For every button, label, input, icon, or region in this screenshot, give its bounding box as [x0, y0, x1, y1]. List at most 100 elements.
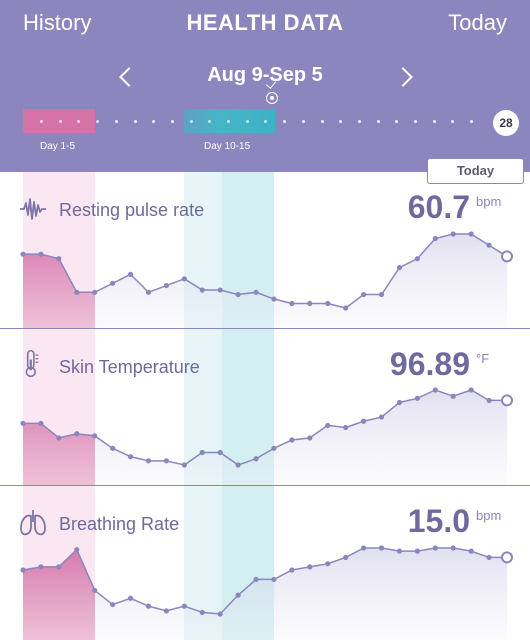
data-point[interactable]: [127, 454, 134, 460]
chart-area: [23, 548, 507, 640]
data-point[interactable]: [307, 564, 313, 570]
data-point[interactable]: [235, 291, 241, 298]
data-point[interactable]: [56, 564, 62, 570]
data-point[interactable]: [199, 287, 205, 293]
data-point[interactable]: [38, 251, 44, 257]
data-point[interactable]: [343, 424, 349, 431]
data-point[interactable]: [378, 291, 385, 298]
data-point[interactable]: [271, 576, 277, 583]
data-point[interactable]: [127, 595, 134, 601]
data-point[interactable]: [20, 567, 26, 573]
data-point[interactable]: [38, 420, 44, 426]
series-line: [23, 233, 508, 309]
data-point[interactable]: [432, 387, 438, 393]
data-point[interactable]: [145, 458, 152, 464]
data-point[interactable]: [199, 449, 205, 456]
data-point[interactable]: [110, 280, 116, 286]
timeline-dot: [40, 120, 43, 123]
resting-pulse-panel[interactable]: Resting pulse rate 60.7 bpm: [0, 172, 530, 329]
period-area: [23, 423, 95, 485]
latest-data-point[interactable]: [501, 394, 513, 407]
data-point[interactable]: [486, 397, 492, 404]
data-point[interactable]: [38, 564, 44, 570]
data-point[interactable]: [145, 603, 152, 609]
data-point[interactable]: [253, 456, 259, 462]
data-point[interactable]: [20, 251, 26, 257]
data-point[interactable]: [307, 435, 313, 441]
data-point[interactable]: [450, 231, 456, 237]
data-point[interactable]: [378, 414, 385, 420]
today-tab[interactable]: Today: [427, 158, 524, 184]
skin-temperature-panel[interactable]: Skin Temperature 96.89 °F: [0, 329, 530, 486]
timeline-dot: [227, 120, 230, 123]
data-point[interactable]: [217, 287, 223, 293]
latest-data-point[interactable]: [501, 250, 513, 263]
data-point[interactable]: [271, 445, 277, 451]
data-point[interactable]: [253, 289, 259, 295]
latest-data-point[interactable]: [501, 551, 513, 564]
data-point[interactable]: [110, 601, 116, 608]
timeline-dot: [152, 120, 156, 123]
data-point[interactable]: [110, 445, 116, 451]
panel-divider: [0, 328, 530, 329]
data-point[interactable]: [343, 554, 349, 561]
data-point[interactable]: [74, 546, 80, 553]
data-point[interactable]: [163, 608, 170, 614]
data-point[interactable]: [325, 422, 331, 429]
data-point[interactable]: [325, 300, 331, 307]
breathing-rate-panel[interactable]: Breathing Rate 15.0 bpm: [0, 486, 530, 640]
data-point[interactable]: [56, 256, 62, 262]
data-point[interactable]: [486, 242, 492, 248]
data-point[interactable]: [181, 603, 187, 609]
data-point[interactable]: [74, 431, 80, 437]
data-point[interactable]: [325, 561, 331, 567]
data-point[interactable]: [217, 611, 223, 617]
data-point[interactable]: [396, 265, 403, 271]
data-point[interactable]: [235, 462, 241, 468]
data-point[interactable]: [414, 548, 420, 554]
cycle-timeline[interactable]: Day 1-5 Day 10-15 28: [0, 100, 530, 160]
data-point[interactable]: [289, 567, 295, 573]
data-point[interactable]: [360, 291, 367, 298]
data-point[interactable]: [235, 592, 241, 598]
data-point[interactable]: [92, 433, 98, 439]
data-point[interactable]: [163, 282, 170, 289]
history-link[interactable]: History: [23, 10, 92, 35]
data-point[interactable]: [92, 587, 98, 594]
data-point[interactable]: [217, 449, 223, 456]
data-point[interactable]: [450, 393, 456, 399]
today-link[interactable]: Today: [448, 10, 507, 35]
data-point[interactable]: [20, 420, 26, 426]
data-point[interactable]: [181, 276, 187, 282]
data-point[interactable]: [432, 545, 438, 551]
data-point[interactable]: [414, 256, 420, 262]
data-point[interactable]: [163, 458, 170, 464]
data-point[interactable]: [468, 548, 474, 554]
data-point[interactable]: [289, 437, 295, 443]
data-point[interactable]: [486, 554, 492, 561]
data-point[interactable]: [360, 418, 367, 424]
data-point[interactable]: [343, 305, 349, 311]
data-point[interactable]: [145, 289, 152, 295]
data-point[interactable]: [307, 300, 313, 307]
data-point[interactable]: [432, 235, 438, 242]
data-point[interactable]: [360, 545, 367, 551]
data-point[interactable]: [181, 462, 187, 468]
data-point[interactable]: [253, 576, 259, 583]
data-point[interactable]: [127, 271, 134, 277]
data-point[interactable]: [396, 399, 403, 406]
data-point[interactable]: [74, 289, 80, 295]
current-day-badge[interactable]: 28: [493, 110, 519, 136]
data-point[interactable]: [271, 296, 277, 302]
data-point[interactable]: [468, 231, 474, 237]
data-point[interactable]: [56, 435, 62, 441]
data-point[interactable]: [289, 300, 295, 307]
data-point[interactable]: [199, 609, 205, 616]
data-point[interactable]: [468, 387, 474, 393]
data-point[interactable]: [414, 395, 420, 401]
data-point[interactable]: [396, 548, 403, 554]
data-point[interactable]: [450, 545, 456, 551]
data-point[interactable]: [378, 545, 385, 551]
data-point[interactable]: [92, 289, 98, 295]
